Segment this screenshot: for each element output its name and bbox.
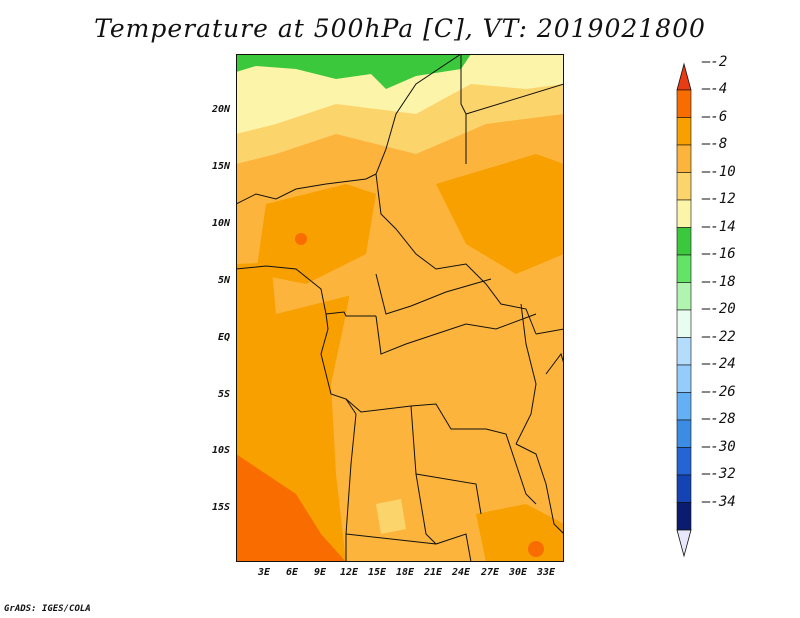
lon-label: 12E [339,567,359,578]
lon-label: 9E [313,567,327,578]
lat-label: 20N [211,104,230,115]
colorbar-label: —-2 [702,53,728,70]
lat-label: 5S [217,389,230,400]
colorbar-label: —-30 [702,438,736,455]
map-frame [236,54,564,562]
lon-label: 18E [395,567,415,578]
lat-label: 15N [211,161,230,172]
lat-label: 10S [211,445,230,456]
colorbar-label: —-20 [702,301,736,317]
colorbar-swatch [676,447,692,476]
colorbar-label: —-34 [702,493,736,510]
lon-label: 21E [423,567,443,578]
lon-label: 15E [367,567,387,578]
lon-label: 30E [508,567,528,578]
colorbar-label: —-4 [702,81,728,97]
colorbar-swatch [676,144,692,173]
colorbar-swatch [676,172,692,201]
colorbar-label: —-10 [702,163,736,180]
colorbar-swatch [676,364,692,393]
colorbar-swatch [676,392,692,421]
credit-text: GrADS: IGES/COLA [4,604,91,614]
field-cold-patch [236,54,471,89]
colorbar-swatch [676,282,692,311]
field-hot-spot [295,233,307,245]
temperature-field [236,54,564,562]
colorbar-label: —-8 [702,136,728,152]
temperature-map [236,54,564,562]
colorbar [676,62,692,558]
colorbar-label: —-24 [702,356,736,372]
country-borders [236,54,564,562]
lat-label: 5N [217,275,230,286]
field-southwest-warm [236,454,346,562]
colorbar-bottom-arrow [676,529,692,558]
colorbar-label: —-12 [702,191,736,207]
lon-label: 27E [480,567,500,578]
colorbar-swatch [676,227,692,256]
colorbar-swatch [676,199,692,228]
colorbar-label: —-14 [702,218,736,235]
colorbar-label: —-18 [702,273,736,290]
lat-label: 15S [211,502,230,513]
colorbar-label: —-26 [702,383,736,400]
field-northeast-cool [471,54,564,89]
colorbar-label: —-22 [702,328,736,345]
colorbar-label: —-28 [702,411,736,427]
colorbar-swatch [676,419,692,448]
colorbar-swatch [676,502,692,531]
field-pale-patch [376,499,406,534]
colorbar-swatch [676,254,692,283]
colorbar-swatch [676,117,692,146]
colorbar-swatch [676,337,692,366]
colorbar-label: —-6 [702,108,728,125]
colorbar-swatch [676,309,692,338]
map-title: Temperature at 500hPa [C], VT: 201902180… [94,14,706,43]
colorbar-swatch [676,474,692,503]
field-northwest-warm [256,184,376,284]
field-east-warm [436,154,564,274]
colorbar-swatch [676,89,692,118]
field-hot-spot [528,541,544,557]
lon-label: 3E [257,567,271,578]
colorbar-label: —-32 [702,466,736,482]
lon-label: 33E [536,567,556,578]
lon-label: 24E [451,567,471,578]
colorbar-top-arrow [676,62,692,91]
lon-label: 6E [285,567,299,578]
lat-label: EQ [217,332,230,343]
lat-label: 10N [211,218,230,229]
colorbar-label: —-16 [702,246,736,262]
